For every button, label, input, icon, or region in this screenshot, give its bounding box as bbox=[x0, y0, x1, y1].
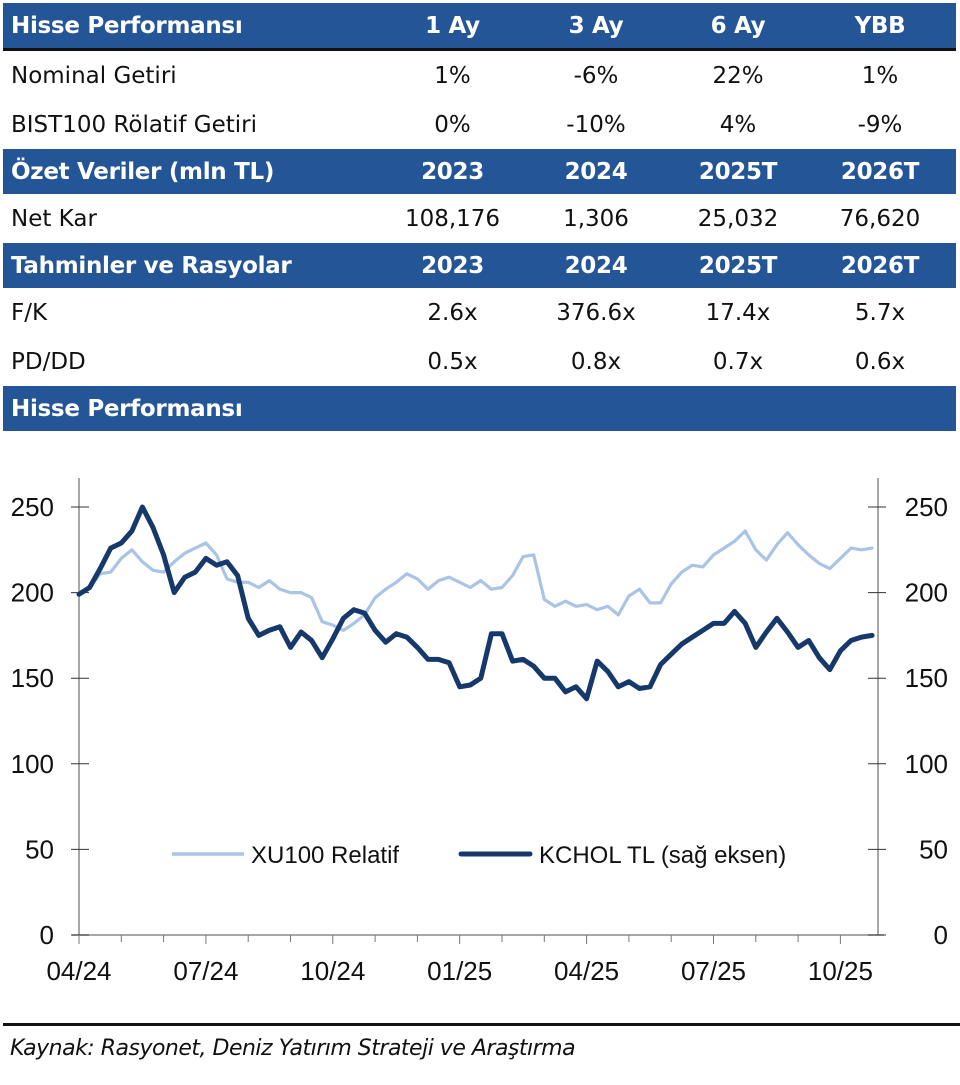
col-header-6m: 6 Ay bbox=[710, 12, 766, 39]
right-y-tick-label: 150 bbox=[905, 663, 948, 693]
cell-value: 108,176 bbox=[404, 205, 501, 232]
legend-label-xu100: XU100 Relatif bbox=[251, 842, 399, 869]
cell-value: 1% bbox=[434, 62, 471, 89]
col-header-ytd: YBB bbox=[854, 12, 906, 39]
ratios-header-row: Tahminler ve Rasyolar 2023 2024 2025T 20… bbox=[3, 243, 956, 288]
footer-divider bbox=[3, 1023, 960, 1026]
chart-series bbox=[76, 504, 875, 702]
cell-value: 76,620 bbox=[839, 205, 921, 232]
chart-section-title: Hisse Performansı bbox=[11, 395, 243, 422]
col-header-year: 2023 bbox=[421, 252, 484, 279]
ratios-header-title: Tahminler ve Rasyolar bbox=[11, 252, 292, 279]
cell-value: 25,032 bbox=[697, 205, 779, 232]
cell-value: 1% bbox=[861, 62, 899, 89]
col-header-year: 2026T bbox=[840, 158, 920, 185]
x-tick-label: 04/24 bbox=[46, 956, 111, 986]
cell-value: 0.6x bbox=[854, 348, 906, 375]
legend-label-kchol: KCHOL TL (sağ eksen) bbox=[539, 842, 786, 869]
cell-value: 5.7x bbox=[854, 299, 906, 326]
cell-value: 22% bbox=[712, 62, 764, 89]
left-y-tick-label: 250 bbox=[11, 492, 54, 522]
right-y-tick-label: 100 bbox=[905, 749, 948, 779]
cell-value: 2.6x bbox=[427, 299, 478, 326]
cell-value: -10% bbox=[566, 111, 626, 138]
x-tick-label: 10/25 bbox=[808, 956, 873, 986]
left-y-tick-label: 50 bbox=[25, 834, 54, 864]
x-tick-label: 01/25 bbox=[427, 956, 492, 986]
row-label: Nominal Getiri bbox=[11, 62, 177, 89]
table-row-pb: PD/DD 0.5x 0.8x 0.7x 0.6x bbox=[3, 337, 956, 386]
series-line-kchol-tl bbox=[76, 504, 875, 702]
left-y-tick-label: 150 bbox=[11, 663, 54, 693]
cell-value: 4% bbox=[719, 111, 757, 138]
chart-section-header: Hisse Performansı bbox=[3, 386, 956, 431]
col-header-year: 2023 bbox=[421, 158, 484, 185]
row-label: F/K bbox=[11, 299, 48, 326]
col-header-3m: 3 Ay bbox=[568, 12, 624, 39]
cell-value: 1,306 bbox=[563, 205, 629, 232]
cell-value: -6% bbox=[573, 62, 619, 89]
table-row-relative-return: BIST100 Rölatif Getiri 0% -10% 4% -9% bbox=[3, 100, 956, 149]
col-header-year: 2025T bbox=[698, 252, 778, 279]
series-line-xu100-relative bbox=[77, 529, 874, 632]
summary-header-row: Özet Veriler (mln TL) 2023 2024 2025T 20… bbox=[3, 149, 956, 194]
col-header-year: 2024 bbox=[564, 158, 628, 185]
left-y-tick-label: 0 bbox=[40, 920, 54, 950]
performance-header-title: Hisse Performansı bbox=[11, 12, 243, 39]
performance-header-row: Hisse Performansı 1 Ay 3 Ay 6 Ay YBB bbox=[3, 3, 956, 51]
row-label: PD/DD bbox=[11, 348, 86, 375]
x-tick-label: 07/25 bbox=[681, 956, 746, 986]
stock-summary-table: Hisse Performansı 1 Ay 3 Ay 6 Ay YBB Nom… bbox=[3, 3, 956, 431]
stock-performance-chart: 0 0 50 50 100 100 150 150 200 200 250 250 04/24 07/24… bbox=[11, 478, 948, 986]
row-label: Net Kar bbox=[11, 205, 97, 232]
summary-header-title: Özet Veriler (mln TL) bbox=[11, 158, 275, 185]
left-y-tick-label: 100 bbox=[11, 749, 54, 779]
col-header-year: 2025T bbox=[698, 158, 778, 185]
cell-value: 17.4x bbox=[705, 299, 771, 326]
x-tick-label: 10/24 bbox=[300, 956, 365, 986]
x-tick-label: 07/24 bbox=[173, 956, 238, 986]
cell-value: 376.6x bbox=[556, 299, 636, 326]
x-tick-label: 04/25 bbox=[554, 956, 619, 986]
right-y-tick-label: 200 bbox=[905, 578, 948, 608]
table-row-pe: F/K 2.6x 376.6x 17.4x 5.7x bbox=[3, 288, 956, 337]
table-row-net-profit: Net Kar 108,176 1,306 25,032 76,620 bbox=[3, 194, 956, 243]
right-y-tick-label: 250 bbox=[905, 492, 948, 522]
cell-value: 0.5x bbox=[427, 348, 478, 375]
cell-value: 0% bbox=[434, 111, 471, 138]
col-header-1m: 1 Ay bbox=[425, 12, 480, 39]
row-label: BIST100 Rölatif Getiri bbox=[11, 111, 257, 138]
table-row-nominal-return: Nominal Getiri 1% -6% 22% 1% bbox=[3, 51, 956, 100]
left-y-tick-label: 200 bbox=[11, 578, 54, 608]
source-note: Kaynak: Rasyonet, Deniz Yatırım Strateji… bbox=[10, 1036, 576, 1061]
col-header-year: 2026T bbox=[840, 252, 920, 279]
right-y-tick-label: 0 bbox=[934, 920, 948, 950]
cell-value: 0.7x bbox=[712, 348, 764, 375]
chart-axes: 0 0 50 50 100 100 150 150 200 200 250 250 04/24 07/24… bbox=[11, 478, 948, 986]
right-y-tick-label: 50 bbox=[919, 834, 948, 864]
cell-value: -9% bbox=[857, 111, 903, 138]
col-header-year: 2024 bbox=[564, 252, 628, 279]
cell-value: 0.8x bbox=[570, 348, 622, 375]
chart-legend: XU100 Relatif KCHOL TL (sağ eksen) bbox=[172, 842, 786, 869]
